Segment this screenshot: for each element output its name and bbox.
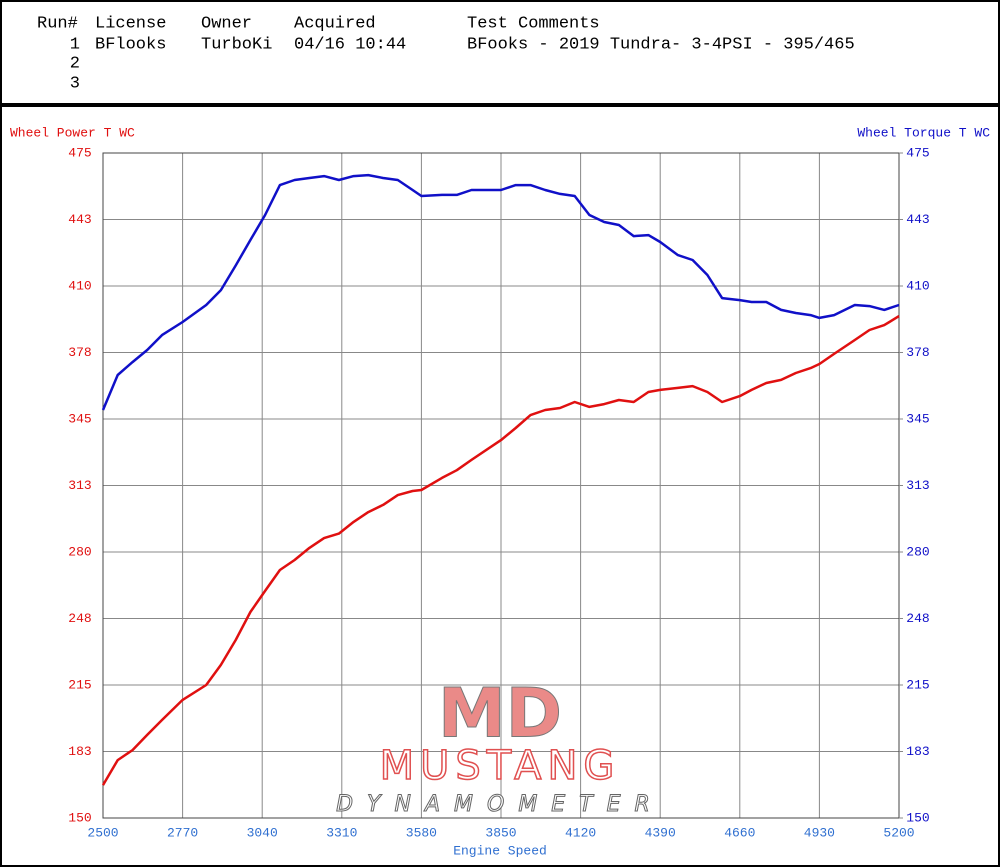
- column-header: Test Comments: [467, 14, 600, 33]
- y-tick-label: 443: [68, 212, 91, 227]
- y-tick-label: 378: [68, 345, 91, 360]
- table-cell: 04/16 10:44: [294, 35, 406, 54]
- table-cell: 1: [70, 35, 80, 54]
- y-tick-label: 215: [68, 677, 91, 692]
- y2-tick-label: 248: [906, 611, 929, 626]
- x-tick-label: 5200: [883, 825, 914, 840]
- x-tick-label: 2770: [167, 825, 198, 840]
- x-tick-label: 3580: [406, 825, 437, 840]
- logo: MD MUSTANG DYNAMOMETER: [336, 674, 664, 817]
- x-tick-label: 4930: [804, 825, 835, 840]
- x-tick-label: 4390: [645, 825, 676, 840]
- x-axis-label: Engine Speed: [453, 843, 547, 858]
- series-line: [101, 315, 900, 786]
- y2-tick-label: 443: [906, 212, 929, 227]
- x-tick-label: 3310: [326, 825, 357, 840]
- column-header: Owner: [201, 14, 252, 33]
- y2-tick-label: 345: [906, 411, 929, 426]
- series-line: [101, 173, 900, 411]
- y2-tick-label: 183: [906, 744, 929, 759]
- column-header: Acquired: [294, 14, 376, 33]
- x-tick-label: 4660: [724, 825, 755, 840]
- table-cell: 3: [70, 74, 80, 93]
- y2-tick-label: 150: [906, 810, 929, 825]
- y-tick-label: 150: [68, 810, 91, 825]
- y2-tick-label: 475: [906, 145, 929, 160]
- y2-tick-label: 378: [906, 345, 929, 360]
- y-tick-label: 280: [68, 544, 91, 559]
- y-tick-label: 410: [68, 278, 91, 293]
- y-tick-label: 248: [68, 611, 91, 626]
- table-cell: BFooks - 2019 Tundra- 3-4PSI - 395/465: [467, 35, 855, 54]
- table-cell: TurboKi: [201, 35, 272, 54]
- y-axis-label: Wheel Power T WC: [10, 125, 135, 140]
- logo-mark: MD: [438, 675, 562, 754]
- x-tick-label: 3040: [247, 825, 278, 840]
- y2-tick-label: 215: [906, 677, 929, 692]
- logo-subtitle: DYNAMOMETER: [336, 792, 664, 817]
- y2-tick-label: 280: [906, 544, 929, 559]
- y-tick-label: 475: [68, 145, 91, 160]
- y2-axis-label: Wheel Torque T WC: [857, 125, 990, 140]
- y-tick-label: 313: [68, 478, 91, 493]
- y2-tick-label: 410: [906, 278, 929, 293]
- x-tick-label: 3850: [485, 825, 516, 840]
- y-tick-label: 183: [68, 744, 91, 759]
- x-tick-label: 2500: [87, 825, 118, 840]
- column-header: Run#: [37, 14, 78, 33]
- header-divider: [1, 103, 999, 107]
- table-cell: 2: [70, 54, 80, 73]
- x-tick-label: 4120: [565, 825, 596, 840]
- y2-tick-label: 313: [906, 478, 929, 493]
- logo-name: MUSTANG: [380, 743, 621, 789]
- column-header: License: [95, 14, 166, 33]
- y-tick-label: 345: [68, 411, 91, 426]
- table-cell: BFlooks: [95, 35, 166, 54]
